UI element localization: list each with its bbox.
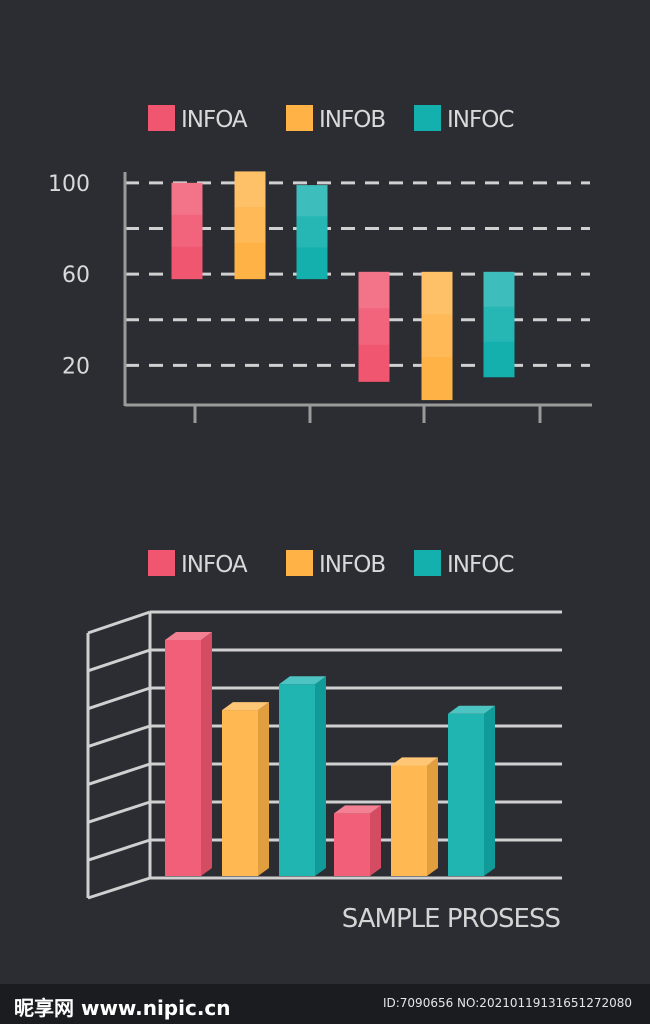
- x-axis-label: SAMPLE PROSESS: [342, 904, 561, 934]
- bar-segment: [234, 171, 266, 208]
- bar-segment: [296, 247, 328, 280]
- bar-segment: [171, 182, 203, 216]
- legend-swatch-2: [286, 550, 313, 576]
- y-tick-label-1: 100: [48, 172, 90, 197]
- bar-segment: [171, 246, 203, 280]
- bar-segment: [421, 356, 453, 401]
- grid-diagonal-1: [87, 610, 151, 635]
- bar-segment: [358, 308, 390, 346]
- grid-diagonal-4: [87, 724, 151, 748]
- site-logo: 昵享网 www.nipic.cn: [14, 996, 231, 1020]
- bar-top: [334, 805, 381, 814]
- y-tick-label-2: 60: [62, 263, 90, 288]
- 3d-bar-infoa-1: [165, 632, 212, 876]
- image-id-text: ID:7090656 NO:20210119131651272080: [382, 996, 632, 1010]
- bar-side: [258, 702, 269, 876]
- bar-front: [334, 813, 370, 876]
- legend-label-1: INFOA: [181, 552, 248, 578]
- legend-swatch-1: [148, 550, 175, 576]
- bar-segment: [483, 271, 515, 308]
- grid-diagonal-8: [87, 876, 151, 900]
- legend-label-2: INFOB: [319, 107, 385, 133]
- range-bar-infoa-1: [171, 182, 203, 280]
- range-bar-infob-1: [234, 171, 266, 280]
- 3d-bar-infob-2: [391, 757, 438, 876]
- grid-diagonal-3: [87, 686, 151, 711]
- 3d-bars: [165, 632, 495, 876]
- legend-swatch-1: [148, 105, 175, 131]
- range-bar-infoa-2: [358, 271, 390, 382]
- grid-diagonal-5: [87, 762, 151, 786]
- bar-segment: [483, 341, 515, 378]
- range-bar-infob-2: [421, 271, 453, 401]
- 3d-bar-infoc-2: [448, 705, 495, 876]
- bar-side: [370, 805, 381, 876]
- legend-top: INFOA INFOB INFOC: [148, 105, 514, 133]
- grid-diagonal-7: [87, 838, 151, 862]
- bar-segment: [421, 271, 453, 315]
- bar-side: [315, 676, 326, 876]
- legend-label-1: INFOA: [181, 107, 248, 133]
- 3d-bar-infoc-1: [279, 676, 326, 876]
- bar-front: [279, 684, 315, 876]
- legend-label-3: INFOC: [447, 552, 513, 578]
- range-bar-chart: INFOA INFOB INFOC 100 60 20: [48, 105, 592, 423]
- watermark-footer: 昵享网 www.nipic.cn ID:7090656 NO:202101191…: [0, 984, 650, 1024]
- legend-label-2: INFOB: [319, 552, 385, 578]
- bar-segment: [234, 207, 266, 244]
- legend-bottom-chart: INFOA INFOB INFOC: [148, 550, 514, 578]
- bar-top: [279, 676, 326, 685]
- range-bars: [171, 171, 515, 401]
- legend-swatch-3: [414, 550, 441, 576]
- y-tick-label-3: 20: [62, 354, 90, 379]
- axes: 100 60 20: [48, 172, 592, 423]
- bar-segment: [483, 306, 515, 343]
- bar-front: [165, 640, 201, 876]
- bar-top: [222, 702, 269, 711]
- bar-front: [222, 710, 258, 876]
- bar-segment: [296, 216, 328, 248]
- legend-label-3: INFOC: [447, 107, 513, 133]
- bar-top: [165, 632, 212, 640]
- bar-front: [448, 713, 484, 876]
- bar-segment: [358, 271, 390, 309]
- bar-segment: [421, 314, 453, 358]
- range-bar-infoc-1: [296, 185, 328, 280]
- bar-segment: [296, 185, 328, 217]
- legend-swatch-3: [414, 105, 441, 131]
- bar-top: [448, 705, 495, 714]
- grid-diagonal-6: [87, 800, 151, 824]
- bar-segment: [171, 214, 203, 248]
- grid-diagonal-2: [87, 648, 151, 673]
- bar-front: [391, 765, 427, 876]
- 3d-bar-infoa-2: [334, 805, 381, 876]
- bar-segment: [358, 344, 390, 382]
- range-bar-infoc-2: [483, 271, 515, 378]
- bar-segment: [234, 242, 266, 280]
- 3d-column-chart: INFOA INFOB INFOC SAMPLE PROSESS: [86, 550, 562, 934]
- bar-side: [201, 632, 212, 876]
- 3d-bar-infob-1: [222, 702, 269, 876]
- bar-side: [427, 757, 438, 876]
- bar-top: [391, 757, 438, 766]
- legend-swatch-2: [286, 105, 313, 131]
- bar-side: [484, 705, 495, 876]
